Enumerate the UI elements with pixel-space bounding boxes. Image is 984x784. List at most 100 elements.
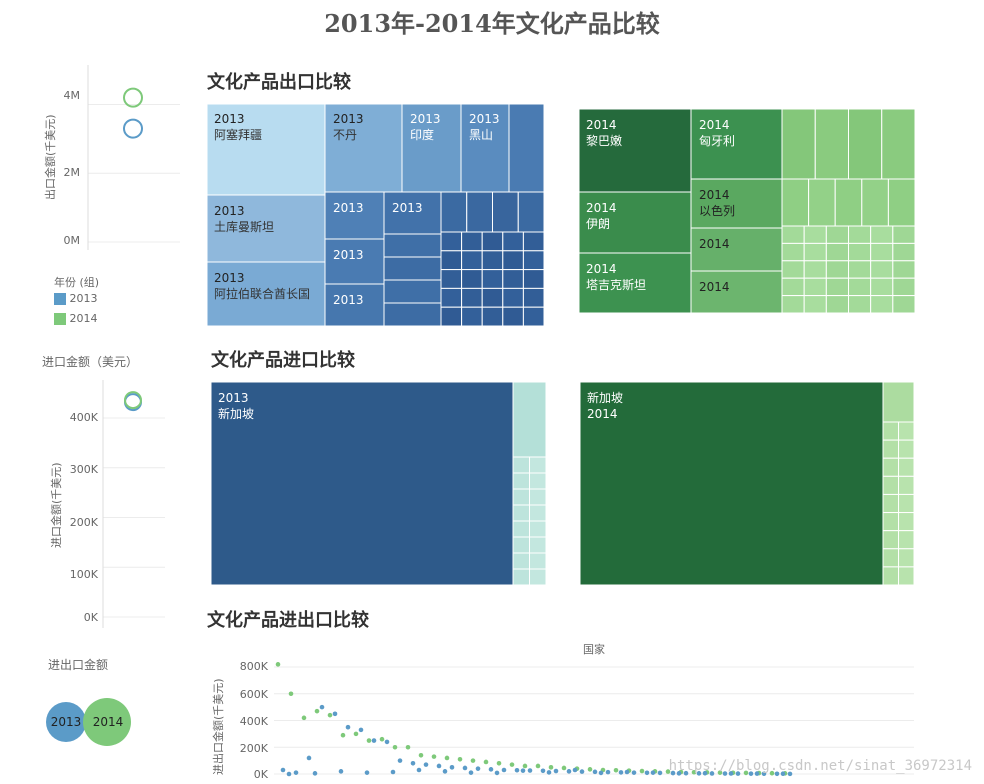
point-2013[interactable]: [123, 118, 143, 139]
treemap-cell[interactable]: [781, 242, 805, 262]
point-2014[interactable]: [509, 762, 515, 767]
treemap-cell[interactable]: [517, 191, 545, 233]
point-2014[interactable]: [123, 87, 143, 108]
treemap-cell[interactable]: [383, 279, 442, 304]
treemap-cell[interactable]: [440, 231, 463, 252]
treemap-cell[interactable]: [206, 261, 326, 327]
point-2013[interactable]: [631, 770, 637, 775]
treemap-cell[interactable]: [808, 178, 836, 227]
point-2013-low[interactable]: [286, 771, 292, 777]
point-2013[interactable]: [618, 770, 624, 775]
point-2014[interactable]: [431, 754, 437, 759]
point-2014[interactable]: [327, 712, 333, 718]
treemap-cell[interactable]: [512, 520, 530, 538]
point-2013-low[interactable]: [338, 769, 344, 774]
point-2014[interactable]: [124, 391, 142, 410]
treemap-cell[interactable]: [210, 381, 514, 586]
point-2014[interactable]: [522, 763, 528, 769]
treemap-cell[interactable]: [870, 242, 894, 262]
treemap-cell[interactable]: [898, 457, 915, 477]
treemap-cell[interactable]: [492, 191, 519, 233]
point-2013[interactable]: [449, 765, 455, 770]
treemap-cell[interactable]: [512, 552, 530, 570]
point-2014[interactable]: [483, 759, 489, 765]
treemap-cell[interactable]: [512, 536, 530, 554]
point-2013[interactable]: [748, 771, 754, 776]
treemap-cell[interactable]: [882, 548, 899, 568]
treemap-cell[interactable]: [383, 233, 442, 258]
treemap-cell[interactable]: [870, 260, 894, 279]
point-2013[interactable]: [735, 771, 741, 776]
treemap-cell[interactable]: [882, 493, 899, 514]
treemap-cell[interactable]: [690, 178, 783, 229]
point-2013[interactable]: [540, 768, 546, 774]
point-2013[interactable]: [579, 769, 585, 774]
treemap-cell[interactable]: [512, 472, 530, 490]
point-2013-low[interactable]: [572, 767, 578, 773]
point-2013-low[interactable]: [702, 770, 708, 776]
point-2014[interactable]: [470, 758, 476, 763]
point-2013[interactable]: [605, 769, 611, 775]
treemap-cell[interactable]: [578, 108, 692, 193]
treemap-cell[interactable]: [848, 108, 883, 180]
point-2013[interactable]: [553, 768, 559, 774]
treemap-cell[interactable]: [324, 238, 385, 285]
point-2013[interactable]: [410, 761, 416, 766]
point-2013-low[interactable]: [546, 770, 552, 775]
treemap-cell[interactable]: [481, 306, 504, 327]
treemap-cell[interactable]: [440, 269, 463, 289]
treemap-cell[interactable]: [848, 225, 872, 244]
treemap-cell[interactable]: [529, 456, 547, 474]
point-2014[interactable]: [379, 736, 385, 742]
treemap-cell[interactable]: [481, 287, 504, 308]
treemap-cell[interactable]: [512, 488, 530, 506]
treemap-cell[interactable]: [892, 225, 916, 244]
point-2014[interactable]: [457, 756, 463, 762]
treemap-cell[interactable]: [512, 456, 530, 474]
point-2014[interactable]: [743, 770, 749, 776]
point-2014[interactable]: [691, 769, 697, 775]
point-2013[interactable]: [293, 770, 299, 775]
treemap-cell[interactable]: [529, 472, 547, 490]
point-2013[interactable]: [787, 771, 793, 777]
point-2013[interactable]: [436, 763, 442, 769]
legend-item-2013[interactable]: 2013: [54, 292, 98, 305]
treemap-cell[interactable]: [522, 250, 545, 271]
point-2014[interactable]: [535, 763, 541, 769]
point-2013-low[interactable]: [728, 771, 734, 776]
point-2014[interactable]: [587, 767, 593, 772]
treemap-cell[interactable]: [781, 108, 816, 180]
point-2013[interactable]: [397, 758, 403, 763]
point-2013-low[interactable]: [650, 770, 656, 775]
treemap-cell[interactable]: [383, 191, 442, 235]
treemap-cell[interactable]: [898, 493, 915, 514]
treemap-cell[interactable]: [898, 548, 915, 568]
treemap-cell[interactable]: [481, 250, 504, 271]
point-2014[interactable]: [665, 769, 671, 774]
treemap-cell[interactable]: [898, 530, 915, 550]
treemap-cell[interactable]: [461, 269, 483, 289]
point-2013[interactable]: [527, 768, 533, 773]
treemap-cell[interactable]: [898, 475, 915, 495]
point-2014[interactable]: [418, 752, 424, 758]
point-2013[interactable]: [566, 769, 572, 774]
treemap-cell[interactable]: [502, 231, 524, 252]
treemap-cell[interactable]: [781, 260, 805, 279]
treemap-cell[interactable]: [898, 512, 915, 532]
treemap-cell[interactable]: [461, 250, 483, 271]
treemap-cell[interactable]: [502, 306, 524, 327]
treemap-cell[interactable]: [579, 381, 884, 586]
point-2013[interactable]: [722, 771, 728, 776]
treemap-cell[interactable]: [383, 256, 442, 281]
point-2014[interactable]: [639, 768, 645, 774]
treemap-cell[interactable]: [882, 530, 899, 550]
treemap-cell[interactable]: [781, 277, 805, 297]
treemap-cell[interactable]: [892, 260, 916, 279]
treemap-cell[interactable]: [481, 269, 504, 289]
treemap-cell[interactable]: [502, 269, 524, 289]
point-2013[interactable]: [501, 767, 507, 773]
treemap-cell[interactable]: [522, 231, 545, 252]
legend-item-2014[interactable]: 2014: [54, 312, 98, 325]
point-2013[interactable]: [332, 711, 338, 717]
point-2013[interactable]: [384, 739, 390, 745]
